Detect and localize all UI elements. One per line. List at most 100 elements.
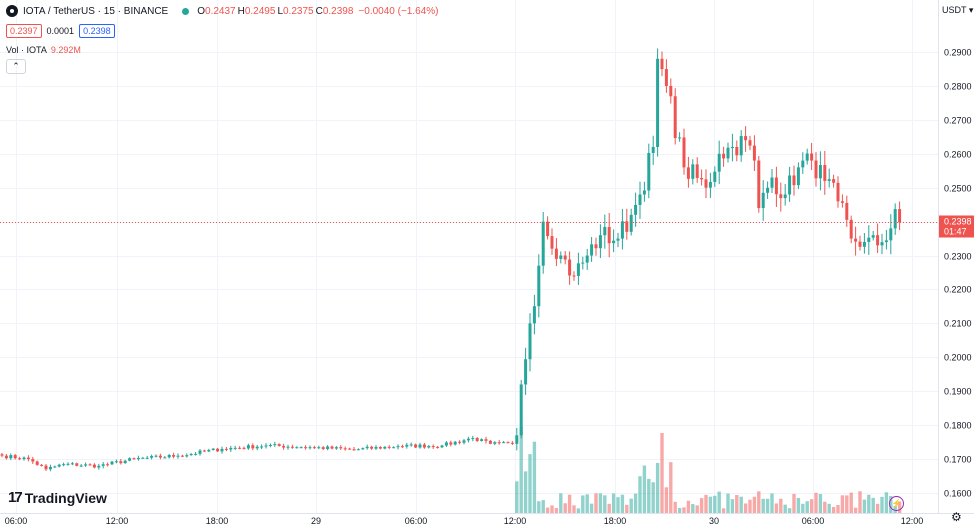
candle-body bbox=[422, 444, 426, 448]
volume-bar bbox=[585, 494, 589, 513]
grid bbox=[0, 0, 938, 513]
tradingview-logo-icon: 17 bbox=[8, 489, 23, 506]
candle-body bbox=[194, 453, 198, 455]
lightning-icon[interactable]: ⚡ bbox=[889, 496, 904, 511]
candle-body bbox=[625, 221, 629, 232]
candle-body bbox=[462, 440, 466, 443]
candle-body bbox=[383, 446, 387, 449]
candle-body bbox=[405, 444, 409, 447]
price-tick-label: 0.1600 bbox=[944, 489, 972, 499]
volume-bar bbox=[677, 508, 682, 513]
candle-body bbox=[449, 442, 453, 445]
candle-body bbox=[691, 164, 695, 179]
time-tick-label: 30 bbox=[709, 516, 719, 526]
candle-body bbox=[722, 153, 726, 159]
candle-body bbox=[53, 466, 57, 468]
candle-body bbox=[871, 235, 875, 238]
candle-body bbox=[576, 263, 580, 276]
candle-body bbox=[189, 453, 193, 456]
close-value: 0.2398 bbox=[322, 5, 354, 17]
candle-body bbox=[497, 442, 501, 444]
price-axis: 0.1600 0.1700 0.1800 0.1900 0.2000 0.2100 0.22… bbox=[944, 48, 972, 499]
volume-bar bbox=[779, 498, 783, 513]
currency-selector[interactable]: USDT ▾ bbox=[942, 5, 974, 15]
candle-body bbox=[748, 140, 752, 146]
candle-body bbox=[370, 446, 374, 449]
volume-bar bbox=[633, 493, 638, 513]
candle-body bbox=[13, 455, 17, 459]
candle-body bbox=[202, 450, 206, 452]
candle-body bbox=[898, 209, 902, 223]
candle-body bbox=[260, 446, 264, 448]
volume-bar bbox=[537, 501, 541, 513]
candle-body bbox=[466, 438, 470, 441]
volume-bar bbox=[774, 503, 779, 513]
candle-body bbox=[444, 442, 448, 446]
candle-body bbox=[590, 244, 594, 256]
candle-body bbox=[163, 457, 167, 459]
price-tick-label: 0.2700 bbox=[944, 116, 972, 126]
volume-bar bbox=[528, 454, 532, 513]
candle-body bbox=[158, 455, 162, 458]
price-tick-label: 0.1900 bbox=[944, 387, 972, 397]
price-tick-label: 0.2500 bbox=[944, 184, 972, 194]
candle-body bbox=[343, 448, 347, 450]
candle-body bbox=[317, 447, 321, 449]
candle-body bbox=[277, 444, 281, 446]
volume-bar bbox=[708, 496, 713, 513]
change-value: −0.0040 (−1.64%) bbox=[358, 5, 439, 17]
candle-body bbox=[682, 137, 686, 168]
candle-body bbox=[761, 192, 765, 209]
volume-bar bbox=[831, 506, 836, 513]
chevron-up-icon[interactable]: ⌃ bbox=[6, 59, 26, 74]
candle-body bbox=[185, 455, 189, 457]
volume-bar bbox=[594, 493, 598, 513]
time-tick-label: 18:00 bbox=[604, 516, 627, 526]
candle-body bbox=[660, 58, 664, 70]
candle-body bbox=[893, 209, 897, 229]
candles bbox=[0, 48, 902, 472]
candle-body bbox=[290, 446, 294, 448]
volume-bar bbox=[607, 503, 611, 513]
candle-body bbox=[84, 464, 88, 466]
candle-body bbox=[339, 447, 343, 449]
spread-value: 0.0001 bbox=[46, 26, 75, 36]
open-value: 0.2437 bbox=[205, 5, 236, 17]
candle-body bbox=[268, 445, 272, 447]
time-axis: 06:00 12:00 18:00 29 06:00 12:00 18:00 30 06:00 1… bbox=[5, 516, 924, 526]
buy-button[interactable]: 0.2398 bbox=[79, 24, 115, 38]
candle-body bbox=[150, 456, 154, 458]
candle-body bbox=[9, 455, 13, 459]
symbol-title[interactable]: IOTA / TetherUS · 15 · BINANCE bbox=[23, 5, 169, 17]
candle-body bbox=[409, 444, 413, 446]
volume-bar bbox=[704, 494, 708, 513]
close-label: C bbox=[315, 5, 323, 17]
volume-bar bbox=[523, 471, 528, 513]
candle-body bbox=[805, 153, 809, 161]
candle-body bbox=[603, 226, 607, 236]
volume-bar bbox=[611, 493, 616, 513]
volume-bar bbox=[801, 503, 805, 513]
volume-bar bbox=[814, 492, 818, 513]
volume-bar bbox=[616, 497, 620, 513]
volume-bar bbox=[792, 493, 796, 513]
volume-bar bbox=[625, 504, 629, 513]
candle-body bbox=[400, 446, 404, 448]
gear-icon[interactable]: ⚙ bbox=[951, 510, 962, 524]
candle-body bbox=[836, 182, 840, 202]
volume-bar bbox=[761, 498, 765, 513]
volume-bar bbox=[699, 498, 704, 513]
candle-body bbox=[35, 461, 39, 465]
candle-body bbox=[334, 447, 338, 449]
candle-body bbox=[832, 179, 836, 183]
candle-body bbox=[581, 262, 585, 264]
time-tick-label: 29 bbox=[311, 516, 321, 526]
time-tick-label: 12:00 bbox=[504, 516, 527, 526]
volume-bar bbox=[620, 494, 625, 513]
sell-button[interactable]: 0.2397 bbox=[6, 24, 42, 38]
candle-body bbox=[673, 96, 677, 139]
candle-body bbox=[858, 241, 862, 247]
open-label: O bbox=[197, 5, 206, 17]
candle-body bbox=[286, 446, 290, 448]
